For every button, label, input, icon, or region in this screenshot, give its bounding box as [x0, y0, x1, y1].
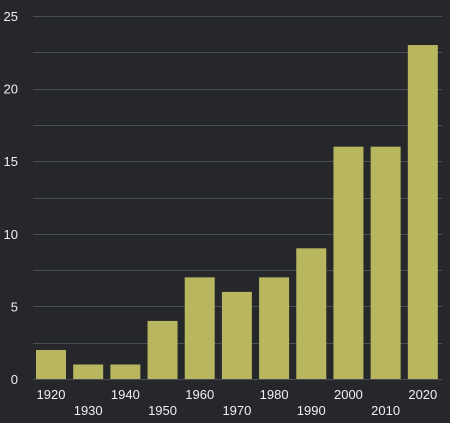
- bar-2010: [370, 146, 401, 379]
- grid-lines: [33, 16, 442, 380]
- y-tick-label: 15: [4, 154, 18, 169]
- bar-2020: [407, 45, 438, 379]
- y-tick-label: 25: [4, 9, 18, 24]
- x-tick-label: 1950: [148, 403, 177, 418]
- x-tick-label: 1980: [260, 387, 289, 402]
- x-tick-label: 1940: [111, 387, 140, 402]
- bar-1990: [296, 248, 327, 379]
- bar-1980: [259, 277, 290, 379]
- bar-1970: [221, 291, 252, 379]
- x-tick-label: 2010: [371, 403, 400, 418]
- x-tick-label: 1930: [74, 403, 103, 418]
- y-tick-label: 20: [4, 82, 18, 97]
- x-tick-label: 1970: [222, 403, 251, 418]
- y-axis-ticks: 0 5 10 15 20 25: [4, 9, 18, 387]
- x-tick-label: 1960: [185, 387, 214, 402]
- x-tick-label: 2020: [408, 387, 437, 402]
- bar-1930: [73, 364, 104, 379]
- bar-1920: [36, 349, 66, 379]
- bar-1940: [110, 364, 141, 379]
- x-axis-ticks: 1920 1930 1940 1950 1960 1970 1980 1990 2000 2010…: [37, 387, 438, 418]
- bar-1960: [184, 277, 215, 379]
- y-tick-label: 5: [11, 299, 18, 314]
- y-tick-label: 0: [11, 372, 18, 387]
- x-tick-label: 1920: [37, 387, 66, 402]
- bar-2000: [333, 146, 364, 379]
- x-tick-label: 2000: [334, 387, 363, 402]
- bars: [36, 45, 438, 379]
- x-tick-label: 1990: [297, 403, 326, 418]
- bar-1950: [147, 320, 178, 379]
- y-tick-label: 10: [4, 227, 18, 242]
